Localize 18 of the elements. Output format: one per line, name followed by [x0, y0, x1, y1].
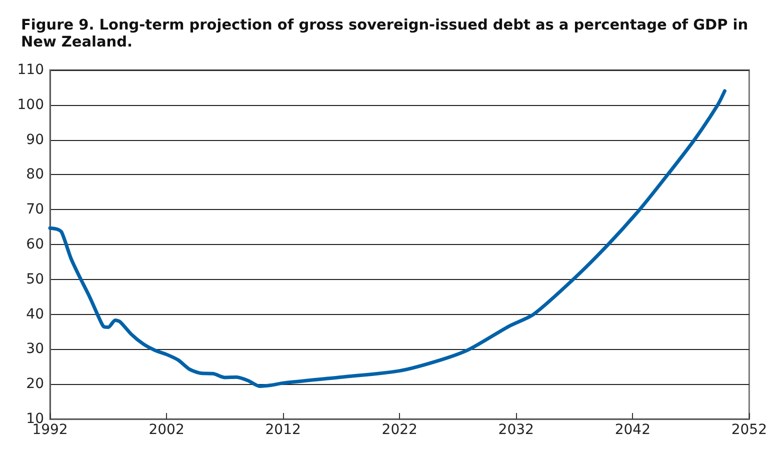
x-tick-label: 2012 [265, 422, 301, 438]
y-tick-label: 70 [26, 202, 44, 218]
x-tick-label: 2042 [614, 422, 650, 438]
y-tick-label: 100 [17, 96, 44, 113]
y-tick-label: 40 [26, 306, 44, 322]
y-tick-label: 90 [26, 132, 44, 148]
y-tick-label: 110 [17, 62, 44, 78]
y-tick-label: 60 [26, 236, 44, 252]
y-tick-label: 30 [26, 341, 44, 358]
x-tick-label: 2022 [382, 422, 418, 438]
x-tick-label: 2052 [731, 422, 768, 438]
x-tick-label: 2002 [148, 422, 184, 438]
y-tick-label: 50 [26, 271, 44, 288]
line-series [48, 89, 726, 388]
x-tick-label: 2032 [498, 422, 534, 438]
y-tick-label: 20 [26, 376, 44, 392]
chart-title: Figure 9. Long-term projection of gross sovereign-issued debt as a percentage of GDP in New Zealand. [21, 18, 754, 50]
y-tick-label: 80 [26, 166, 44, 183]
